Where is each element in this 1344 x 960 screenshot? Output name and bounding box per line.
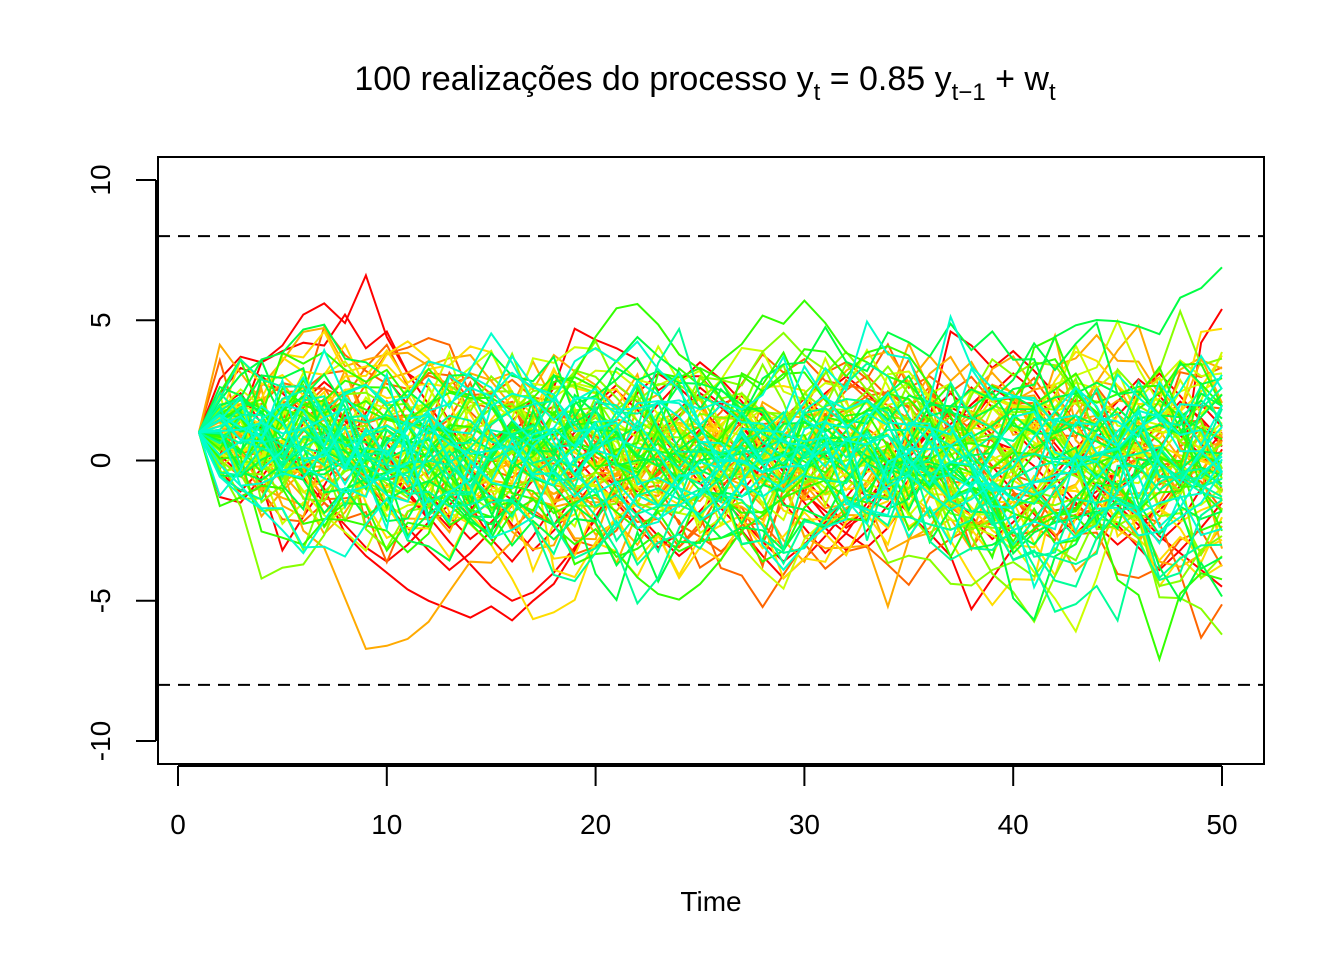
series-line-100 [198, 313, 1223, 526]
chart-title: 100 realizações do processo yt = 0.85 yt… [354, 60, 1056, 106]
series-line-96 [197, 331, 1223, 555]
y-tick-label--10: -10 [85, 721, 116, 761]
x-axis-label: Time [680, 886, 741, 917]
x-tick-label-0: 0 [170, 809, 186, 840]
x-tick-label-20: 20 [580, 809, 611, 840]
series-line-92 [198, 347, 1223, 546]
series-line-75 [198, 381, 1223, 552]
series-line-81 [198, 402, 1223, 566]
series-lines [197, 266, 1223, 663]
series-line-93 [198, 374, 1223, 526]
series-line-40 [198, 377, 1223, 580]
x-tick-label-50: 50 [1206, 809, 1237, 840]
series-line-69 [198, 358, 1223, 535]
plot-frame [157, 156, 1265, 765]
series-line-29 [198, 393, 1223, 651]
y-tick-label-10: 10 [85, 164, 116, 195]
series-line-97 [198, 340, 1223, 533]
x-tick-label-10: 10 [371, 809, 402, 840]
series-line-99 [198, 371, 1223, 537]
reference-lines [158, 235, 1264, 686]
y-axis: -10 -5 0 5 10 [85, 164, 157, 761]
y-tick-label-0: 0 [85, 453, 116, 469]
x-tick-label-40: 40 [998, 809, 1029, 840]
series-line-67 [198, 350, 1223, 560]
series-line-98 [198, 319, 1223, 558]
series-line-77 [197, 373, 1223, 622]
series-line-90 [198, 362, 1223, 606]
y-tick-label--5: -5 [85, 588, 116, 613]
x-axis: 0 10 20 30 40 50 [170, 765, 1238, 840]
series-line-84 [198, 396, 1223, 588]
series-line-79 [197, 385, 1223, 603]
series-line-36 [198, 401, 1223, 565]
series-line-48 [198, 318, 1223, 591]
series-line-68 [198, 399, 1223, 663]
y-tick-label-5: 5 [85, 312, 116, 328]
x-tick-label-30: 30 [789, 809, 820, 840]
series-line-95 [198, 364, 1223, 529]
